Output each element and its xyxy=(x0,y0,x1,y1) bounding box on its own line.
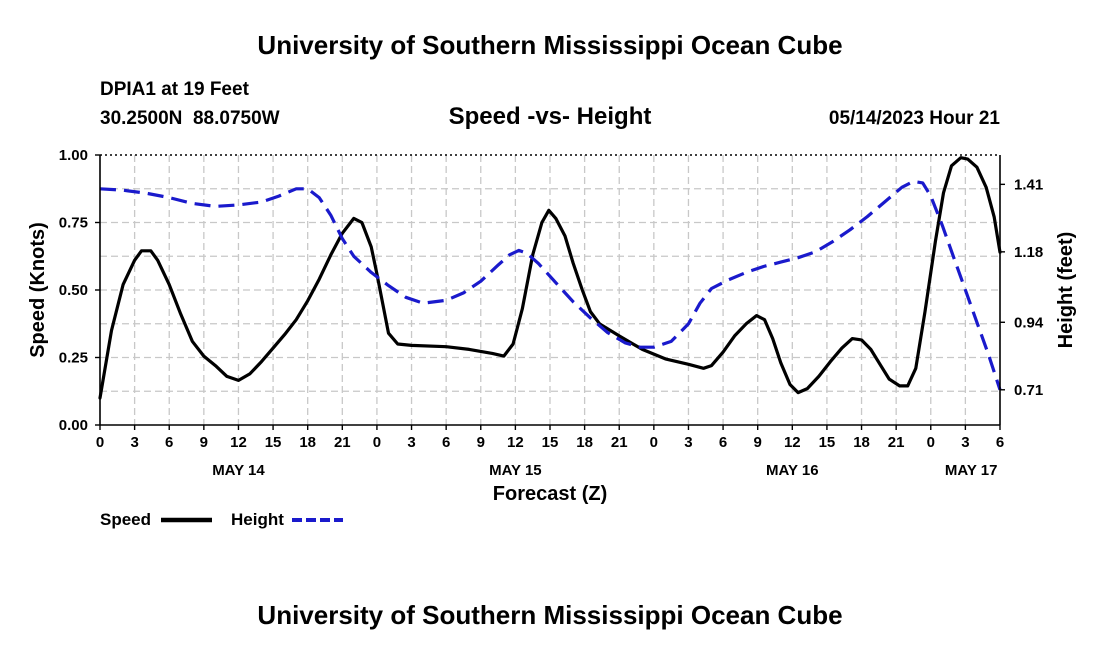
x-tick-label: 18 xyxy=(299,434,316,451)
x-tick-label: 0 xyxy=(96,434,104,451)
x-day-label: MAY 16 xyxy=(766,462,819,479)
x-day-label: MAY 15 xyxy=(489,462,542,479)
footer-title: University of Southern Mississippi Ocean… xyxy=(257,600,842,630)
x-tick-label: 6 xyxy=(165,434,173,451)
series-layer xyxy=(98,156,1002,400)
series-line-speed xyxy=(98,156,1002,400)
x-tick-label: 15 xyxy=(819,434,836,451)
x-tick-label: 9 xyxy=(200,434,208,451)
y-left-tick-label: 0.75 xyxy=(59,215,88,232)
x-tick-label: 3 xyxy=(130,434,138,451)
x-day-label: MAY 17 xyxy=(945,462,998,479)
x-day-label: MAY 14 xyxy=(212,462,265,479)
series-line-height xyxy=(99,179,1002,391)
x-tick-label: 0 xyxy=(927,434,935,451)
x-tick-label: 18 xyxy=(576,434,593,451)
axis-ticks: 0 3 6 9 12 15 18 21 0 3 6 9 12 15 18 21 0 3 6 9 12 15 18 21 0 3 6 M… xyxy=(59,147,1044,479)
x-axis-label: Forecast (Z) xyxy=(493,483,607,505)
x-tick-label: 12 xyxy=(784,434,801,451)
y-right-tick-label: 0.94 xyxy=(1014,314,1044,331)
chart-subtitle: Speed -vs- Height xyxy=(449,103,652,130)
x-tick-label: 6 xyxy=(719,434,727,451)
y-right-tick-label: 1.18 xyxy=(1014,244,1043,261)
location-label: 30.2500N 88.0750W xyxy=(100,108,280,129)
x-tick-label: 9 xyxy=(754,434,762,451)
legend: Speed Height xyxy=(100,510,343,529)
x-tick-label: 6 xyxy=(996,434,1004,451)
x-tick-label: 3 xyxy=(684,434,692,451)
legend-speed-label: Speed xyxy=(100,510,151,529)
x-tick-label: 6 xyxy=(442,434,450,451)
y-right-tick-label: 0.71 xyxy=(1014,382,1043,399)
y-axis-right-label: Height (feet) xyxy=(1055,232,1077,349)
y-left-tick-label: 1.00 xyxy=(59,147,88,164)
grid xyxy=(100,155,1000,425)
y-left-tick-label: 0.00 xyxy=(59,417,88,434)
x-tick-label: 21 xyxy=(611,434,628,451)
chart-title: University of Southern Mississippi Ocean… xyxy=(257,30,842,60)
datetime-label: 05/14/2023 Hour 21 xyxy=(829,108,1001,129)
x-tick-label: 21 xyxy=(334,434,351,451)
x-tick-label: 0 xyxy=(373,434,381,451)
x-tick-label: 15 xyxy=(542,434,559,451)
station-label: DPIA1 at 19 Feet xyxy=(100,79,250,100)
x-tick-label: 12 xyxy=(507,434,524,451)
y-right-tick-label: 1.41 xyxy=(1014,176,1043,193)
x-tick-label: 15 xyxy=(265,434,282,451)
x-tick-label: 3 xyxy=(407,434,415,451)
x-tick-label: 21 xyxy=(888,434,905,451)
x-tick-label: 18 xyxy=(853,434,870,451)
y-left-tick-label: 0.25 xyxy=(59,350,88,367)
legend-height-label: Height xyxy=(231,510,284,529)
y-left-tick-label: 0.50 xyxy=(59,282,88,299)
x-tick-label: 12 xyxy=(230,434,247,451)
x-tick-label: 3 xyxy=(961,434,969,451)
x-tick-label: 0 xyxy=(650,434,658,451)
y-axis-left-label: Speed (Knots) xyxy=(27,222,49,358)
x-tick-label: 9 xyxy=(477,434,485,451)
